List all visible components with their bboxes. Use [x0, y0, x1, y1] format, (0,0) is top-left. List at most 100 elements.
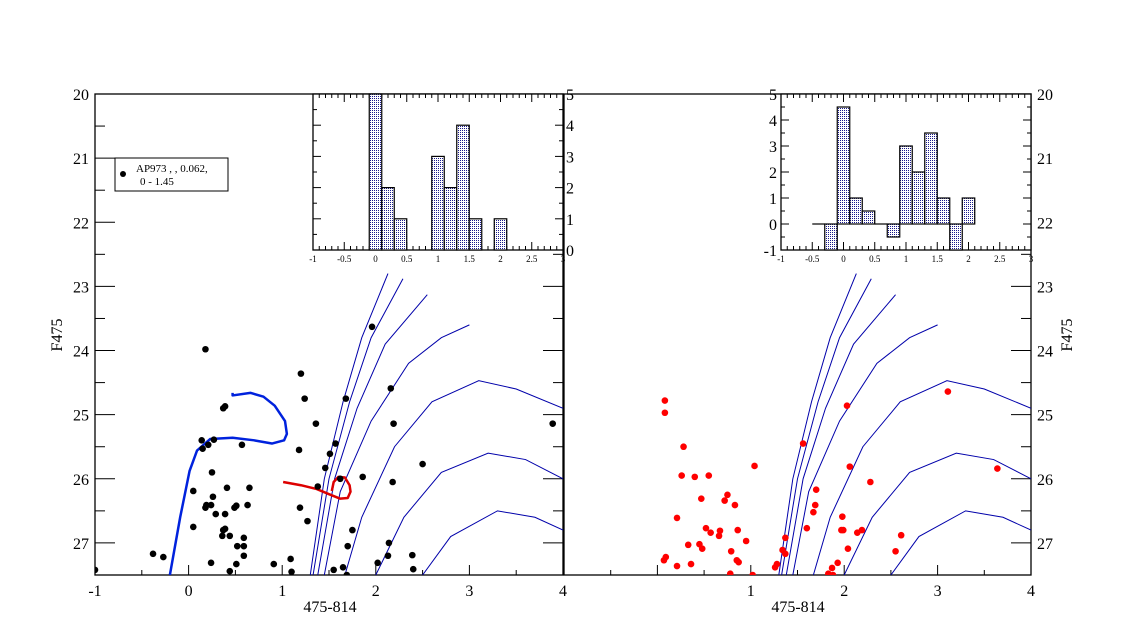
data-point [374, 559, 381, 567]
inset-x-tick-label: 0 [373, 254, 378, 264]
isochrone-line [375, 452, 563, 575]
data-point [204, 441, 212, 449]
data-point [330, 566, 337, 574]
data-point [288, 568, 295, 575]
y-axis-label: F475 [49, 319, 66, 352]
data-point [389, 478, 396, 486]
data-point [811, 501, 819, 509]
isochrone-line [778, 273, 857, 575]
data-point [782, 534, 789, 542]
isochrone-line [812, 380, 1031, 575]
data-point [240, 534, 248, 542]
data-point [223, 484, 231, 492]
inset-y-tick-label: 4 [566, 118, 574, 135]
data-point [384, 552, 392, 560]
data-point [724, 491, 731, 499]
inset-y-tick-label: 0 [566, 243, 574, 260]
data-point [897, 531, 905, 539]
inset-y-tick-label: 3 [769, 139, 777, 156]
inset-x-tick-label: -1 [777, 254, 785, 264]
data-point [207, 501, 215, 509]
inset-y-tick-label: 3 [566, 149, 574, 166]
histogram-bar [911, 171, 926, 225]
y-tick-label: 23 [73, 279, 89, 296]
data-point [390, 420, 397, 427]
inset-x-tick-label: 1 [904, 254, 909, 264]
data-point [994, 465, 1001, 472]
histogram-bar [381, 187, 395, 251]
data-point [218, 532, 226, 540]
y-tick-label: 26 [1037, 472, 1053, 489]
y-tick-label: 26 [73, 472, 89, 489]
data-point [697, 495, 705, 502]
inset-y-tick-label: 1 [769, 191, 777, 208]
data-point [368, 323, 376, 331]
data-point [409, 551, 416, 559]
y-tick-label: 21 [73, 151, 89, 168]
isochrone-line [890, 510, 1031, 575]
data-point [843, 402, 851, 409]
data-point [782, 550, 789, 558]
data-point [691, 473, 699, 481]
data-point [296, 504, 304, 511]
histogram-bar [368, 93, 383, 251]
histogram-bar [899, 145, 913, 225]
x-tick-label: 2 [840, 583, 848, 600]
data-point [660, 556, 668, 564]
data-point [342, 395, 350, 402]
data-point [344, 542, 352, 550]
data-point [332, 440, 339, 447]
data-point [221, 525, 229, 533]
data-point [680, 443, 687, 451]
data-point [202, 345, 209, 353]
data-point [240, 542, 248, 550]
data-point [233, 560, 240, 568]
x-tick-label: 4 [559, 583, 567, 600]
legend-marker [120, 171, 126, 177]
data-point [721, 497, 728, 504]
data-point [419, 460, 426, 468]
legend-line1: AP973 , , 0.062, [136, 163, 208, 175]
histogram-bar [836, 106, 851, 225]
inset-y-tick-label: 2 [769, 165, 777, 182]
data-point [189, 487, 197, 495]
data-point [349, 526, 356, 534]
data-point [208, 469, 216, 476]
data-point [207, 559, 215, 567]
data-point [844, 545, 852, 553]
data-point [803, 524, 811, 532]
data-point [210, 436, 218, 443]
data-point [321, 464, 329, 472]
inset-x-tick-label: -0.5 [337, 254, 352, 264]
data-point [343, 571, 351, 575]
data-point [834, 559, 841, 567]
inset-x-tick-label: 0 [841, 254, 846, 264]
x-tick-label: -1 [88, 583, 101, 600]
data-point [812, 486, 820, 494]
data-point [387, 385, 395, 392]
data-point [734, 526, 742, 534]
data-point [233, 502, 240, 510]
y-tick-label: 27 [1037, 536, 1053, 553]
inset-histogram: -1 -0.5 0 0.5 1 1.5 2 2.5 3 -1 0 1 2 3 4 5 [764, 87, 1034, 264]
y-tick-label: 24 [73, 344, 89, 361]
isochrone-line [312, 278, 404, 575]
y-tick-label: 20 [1037, 87, 1053, 104]
data-point [716, 527, 724, 535]
data-point [684, 541, 692, 549]
x-axis-label: 475-814 [303, 599, 356, 616]
histogram-bar [456, 124, 470, 251]
inset-x-tick-label: 2.5 [994, 254, 1006, 264]
data-point [226, 567, 234, 575]
data-point [944, 388, 952, 395]
inset-x-tick-label: 2 [966, 254, 971, 264]
data-point [773, 560, 781, 568]
data-point [742, 537, 750, 545]
y-tick-label: 25 [1037, 408, 1053, 425]
data-point [202, 504, 209, 511]
data-point [661, 409, 669, 417]
data-point [149, 550, 157, 558]
